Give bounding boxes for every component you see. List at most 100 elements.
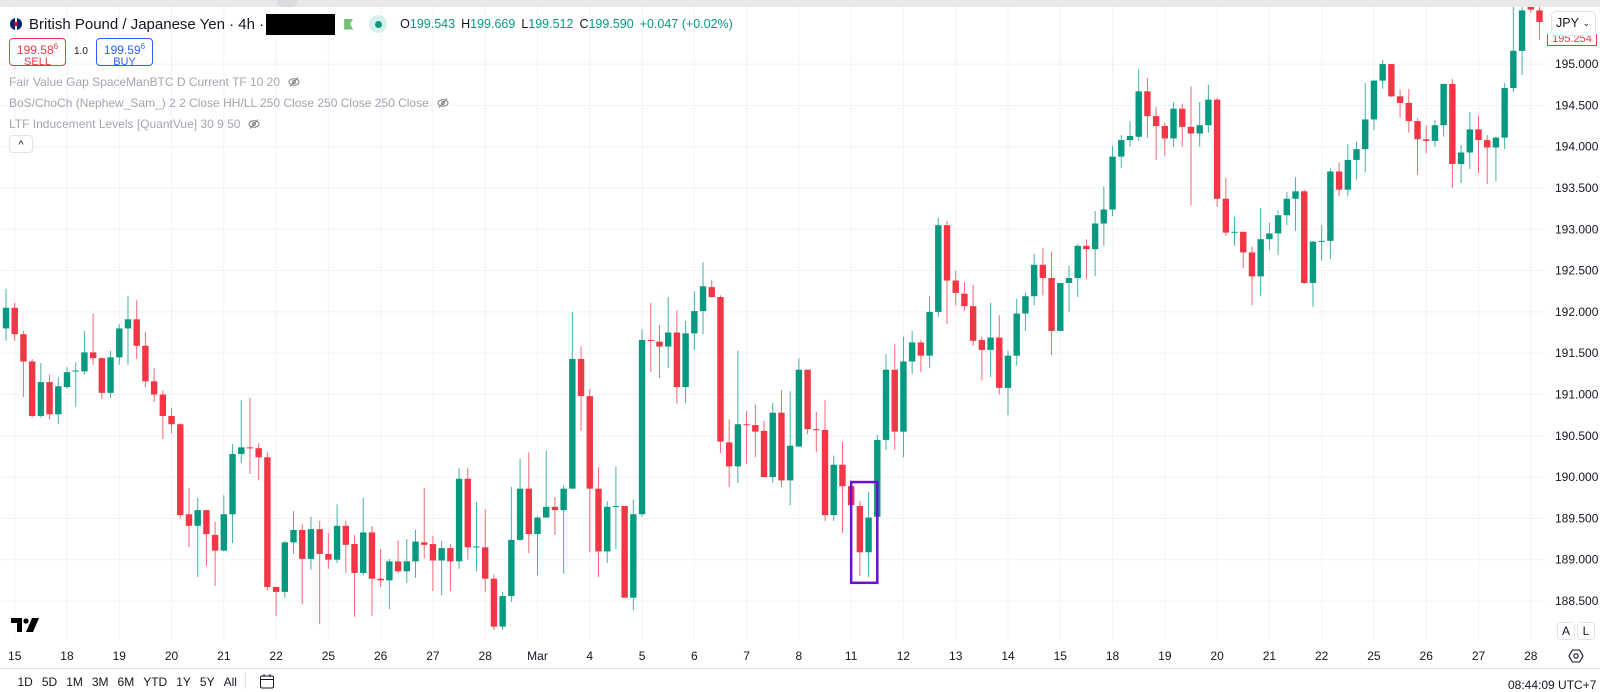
candle-bearish bbox=[447, 544, 454, 592]
indicator-fair-value-gap[interactable]: Fair Value Gap SpaceManBTC D Current TF … bbox=[9, 75, 300, 89]
candle-bullish bbox=[1091, 211, 1099, 277]
highlight-rectangle[interactable] bbox=[849, 480, 879, 585]
indicator-bos-choch[interactable]: BoS/ChoCh (Nephew_Sam_) 2 2 Close HH/LL … bbox=[9, 96, 449, 110]
time-tick-label: 6 bbox=[691, 649, 698, 663]
candle-bearish bbox=[969, 284, 977, 346]
candle-body bbox=[194, 510, 201, 526]
candle-body bbox=[307, 529, 315, 559]
candle-bullish bbox=[1353, 141, 1360, 180]
high-label: H bbox=[461, 17, 471, 31]
candle-bullish bbox=[1022, 292, 1029, 331]
candle-body bbox=[1309, 241, 1317, 283]
eye-off-icon[interactable] bbox=[437, 97, 449, 109]
tradingview-logo[interactable] bbox=[11, 618, 39, 632]
range-5d[interactable]: 5D bbox=[41, 675, 58, 689]
candle-bullish bbox=[194, 497, 201, 578]
range-1y[interactable]: 1Y bbox=[176, 675, 191, 689]
sell-button[interactable]: 199.586 SELL bbox=[9, 38, 66, 68]
candle-body bbox=[1457, 152, 1465, 165]
candle-bearish bbox=[1414, 118, 1421, 175]
auto-scale-button[interactable]: A bbox=[1557, 622, 1575, 640]
high-value: 199.669 bbox=[470, 17, 516, 31]
candle-bullish bbox=[403, 539, 410, 583]
candle-bullish bbox=[882, 354, 890, 450]
currency-button[interactable]: JPY ⌄ bbox=[1551, 11, 1596, 36]
candle-bearish bbox=[46, 374, 53, 420]
candle-body bbox=[1327, 171, 1334, 241]
range-1d[interactable]: 1D bbox=[17, 675, 33, 689]
candle-body bbox=[1152, 116, 1160, 127]
calendar-icon[interactable] bbox=[259, 673, 275, 689]
price-tick-label: 192.500 bbox=[1555, 264, 1599, 278]
candle-bearish bbox=[142, 331, 149, 388]
candle-bearish bbox=[351, 534, 358, 617]
candle-body bbox=[1492, 137, 1500, 148]
candle-body bbox=[360, 532, 367, 573]
candle-bearish bbox=[394, 540, 402, 573]
candle-body bbox=[377, 578, 384, 581]
candle-body bbox=[891, 369, 898, 432]
range-3m[interactable]: 3M bbox=[91, 675, 109, 689]
close-value: 199.590 bbox=[588, 17, 634, 31]
candle-body bbox=[656, 341, 663, 347]
top-strip-handle[interactable] bbox=[277, 0, 297, 7]
candle-body bbox=[856, 506, 864, 553]
candle-body bbox=[673, 332, 681, 388]
log-scale-button[interactable]: L bbox=[1577, 622, 1595, 640]
candle-body bbox=[1118, 140, 1125, 157]
candle-body bbox=[1266, 233, 1273, 240]
quantity[interactable]: 1.0 bbox=[74, 46, 88, 57]
candle-bearish bbox=[177, 423, 184, 519]
range-6m[interactable]: 6M bbox=[117, 675, 135, 689]
buy-button[interactable]: 199.596 BUY bbox=[96, 38, 153, 68]
eye-off-icon[interactable] bbox=[248, 118, 261, 130]
time-tick-label: 20 bbox=[165, 649, 179, 663]
candle-body bbox=[682, 333, 689, 388]
candle-bullish bbox=[63, 367, 71, 389]
symbol-title[interactable]: British Pound / Japanese Yen · 4h · bbox=[29, 15, 265, 33]
chevron-down-icon: ⌄ bbox=[1582, 18, 1590, 28]
clock-timezone[interactable]: 08:44:09 UTC+7 bbox=[1508, 678, 1597, 692]
flag-icon[interactable] bbox=[344, 18, 354, 30]
candle-body bbox=[1213, 99, 1221, 199]
candle-bearish bbox=[1248, 246, 1256, 306]
buy-label: BUY bbox=[113, 56, 136, 68]
price-tick-label: 189.000 bbox=[1555, 553, 1599, 567]
candle-body bbox=[1388, 64, 1395, 97]
settings-icon[interactable] bbox=[1568, 648, 1584, 664]
candle-body bbox=[116, 328, 123, 358]
candle-body bbox=[935, 225, 942, 312]
candlestick-chart[interactable]: 195.000 194.500 194.000 193.500 193.000 192.5… bbox=[0, 0, 1600, 668]
price-tick-label: 191.500 bbox=[1555, 346, 1599, 360]
market-status-icon[interactable] bbox=[369, 15, 388, 33]
range-all[interactable]: All bbox=[223, 675, 237, 689]
candle-bearish bbox=[1161, 122, 1169, 156]
candle-bearish bbox=[421, 487, 428, 559]
range-ytd[interactable]: YTD bbox=[143, 675, 168, 689]
indicator-ltf-inducement[interactable]: LTF Inducement Levels [QuantVue] 30 9 50 bbox=[9, 117, 261, 131]
sell-price: 199.58 bbox=[16, 43, 54, 57]
candle-body bbox=[1301, 191, 1308, 283]
candle-bearish bbox=[1179, 103, 1186, 147]
candle-body bbox=[1161, 126, 1169, 139]
collapse-legend-button[interactable]: ^ bbox=[9, 135, 33, 153]
eye-off-icon[interactable] bbox=[288, 76, 300, 88]
symbol-legend: British Pound / Japanese Yen · 4h · O199… bbox=[10, 13, 733, 35]
candle-body bbox=[1074, 245, 1081, 279]
candle-bearish bbox=[368, 525, 376, 616]
candle-bullish bbox=[830, 455, 837, 521]
candle-bullish bbox=[72, 362, 79, 407]
range-1m[interactable]: 1M bbox=[66, 675, 83, 689]
candle-body bbox=[1231, 231, 1238, 233]
candle-bearish bbox=[917, 339, 925, 373]
candle-body bbox=[1318, 240, 1325, 242]
candle-body bbox=[638, 339, 646, 515]
candle-bearish bbox=[1423, 125, 1430, 154]
candle-bullish bbox=[37, 363, 45, 418]
candle-bearish bbox=[98, 357, 106, 399]
range-5y[interactable]: 5Y bbox=[199, 675, 215, 689]
candle-body bbox=[778, 412, 785, 481]
candle-body bbox=[1344, 159, 1352, 190]
toolbar-divider bbox=[0, 668, 1600, 669]
candle-body bbox=[917, 342, 925, 356]
